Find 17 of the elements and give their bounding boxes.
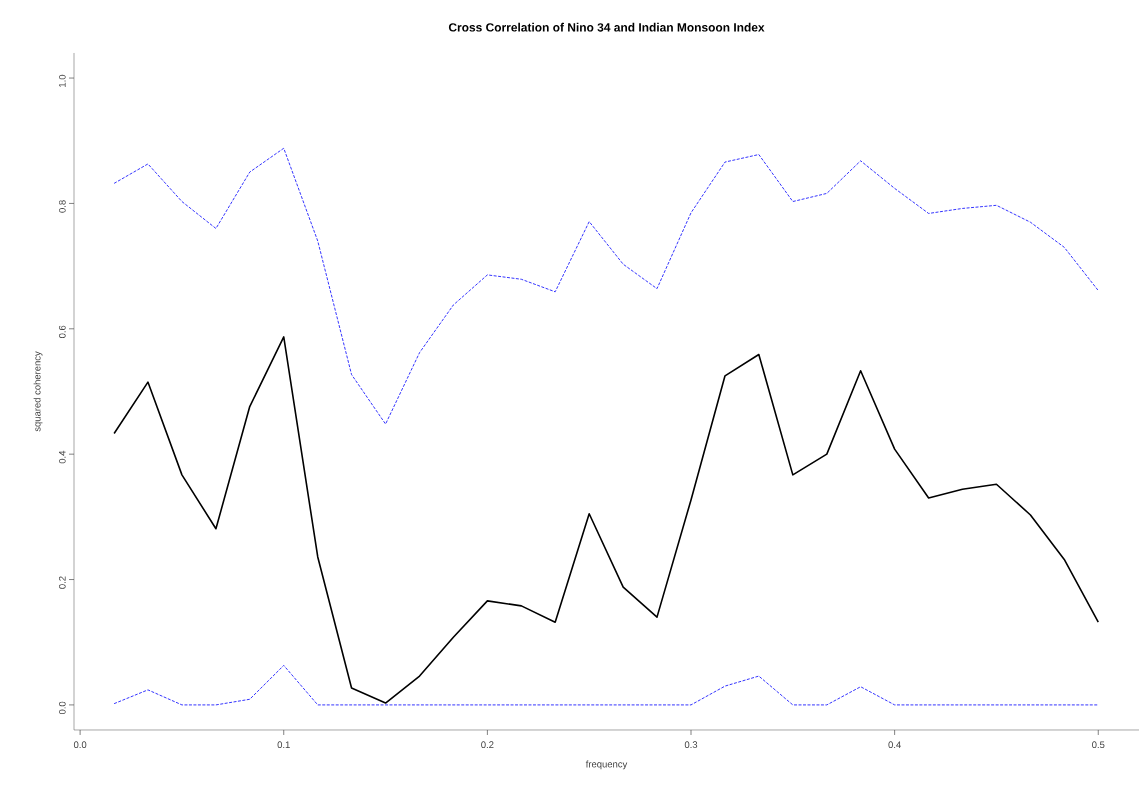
x-tick-label: 0.0 [73,741,87,749]
y-tick-label: 0.6 [58,325,66,338]
x-tick-label: 0.3 [684,741,698,749]
y-tick-label: 0.4 [58,450,66,464]
y-tick-label: 1.0 [58,74,66,87]
x-tick-label: 0.1 [277,741,290,749]
x-tick-label: 0.4 [888,741,901,749]
chart-title: Cross Correlation of Nino 34 and Indian Monsoon Index [448,22,765,32]
y-tick-label: 0.0 [58,701,66,715]
line-series [113,147,1099,425]
x-tick-label: 0.5 [1092,741,1105,749]
line-series [113,336,1100,704]
x-axis-title: frequency [585,760,628,770]
y-axis-title: squared coherency [33,351,43,432]
y-tick-label: 0.2 [58,576,66,589]
y-tick-label: 0.8 [58,200,66,213]
x-tick-label: 0.2 [481,741,494,749]
